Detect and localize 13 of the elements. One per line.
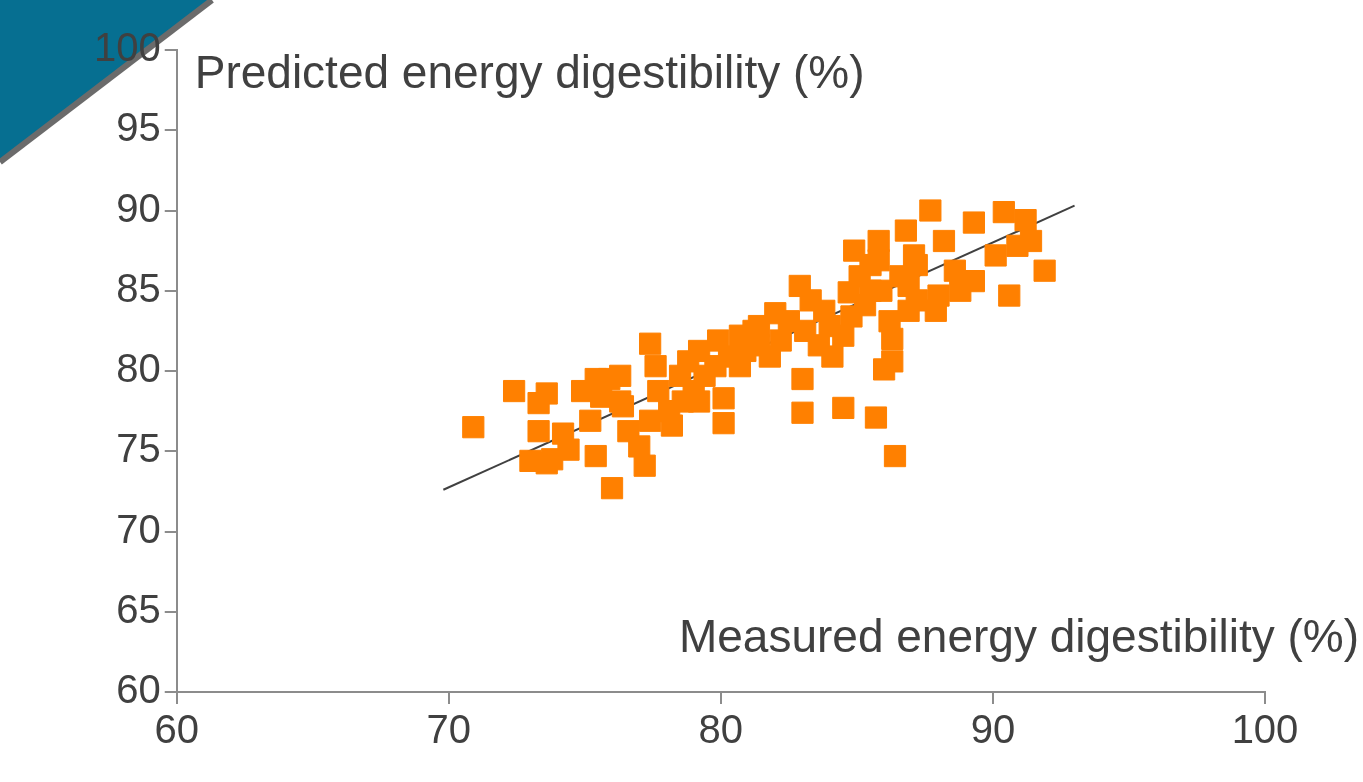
y-tick-label: 85 (116, 265, 161, 310)
y-tick-label: 95 (116, 105, 161, 150)
y-axis-title: Predicted energy digestibility (%) (194, 45, 865, 98)
x-tick-label: 100 (1231, 707, 1299, 752)
y-tick-label: 70 (116, 506, 161, 551)
x-tick-label: 90 (970, 707, 1016, 752)
y-tick-label: 65 (116, 586, 161, 631)
y-tick-label: 75 (116, 426, 161, 471)
x-tick-label: 70 (426, 707, 472, 752)
y-tick-label: 80 (116, 346, 161, 391)
x-tick-label: 80 (698, 707, 744, 752)
x-axis-title: Measured energy digestibility (%) (678, 609, 1359, 662)
y-tick-label: 90 (116, 185, 161, 230)
